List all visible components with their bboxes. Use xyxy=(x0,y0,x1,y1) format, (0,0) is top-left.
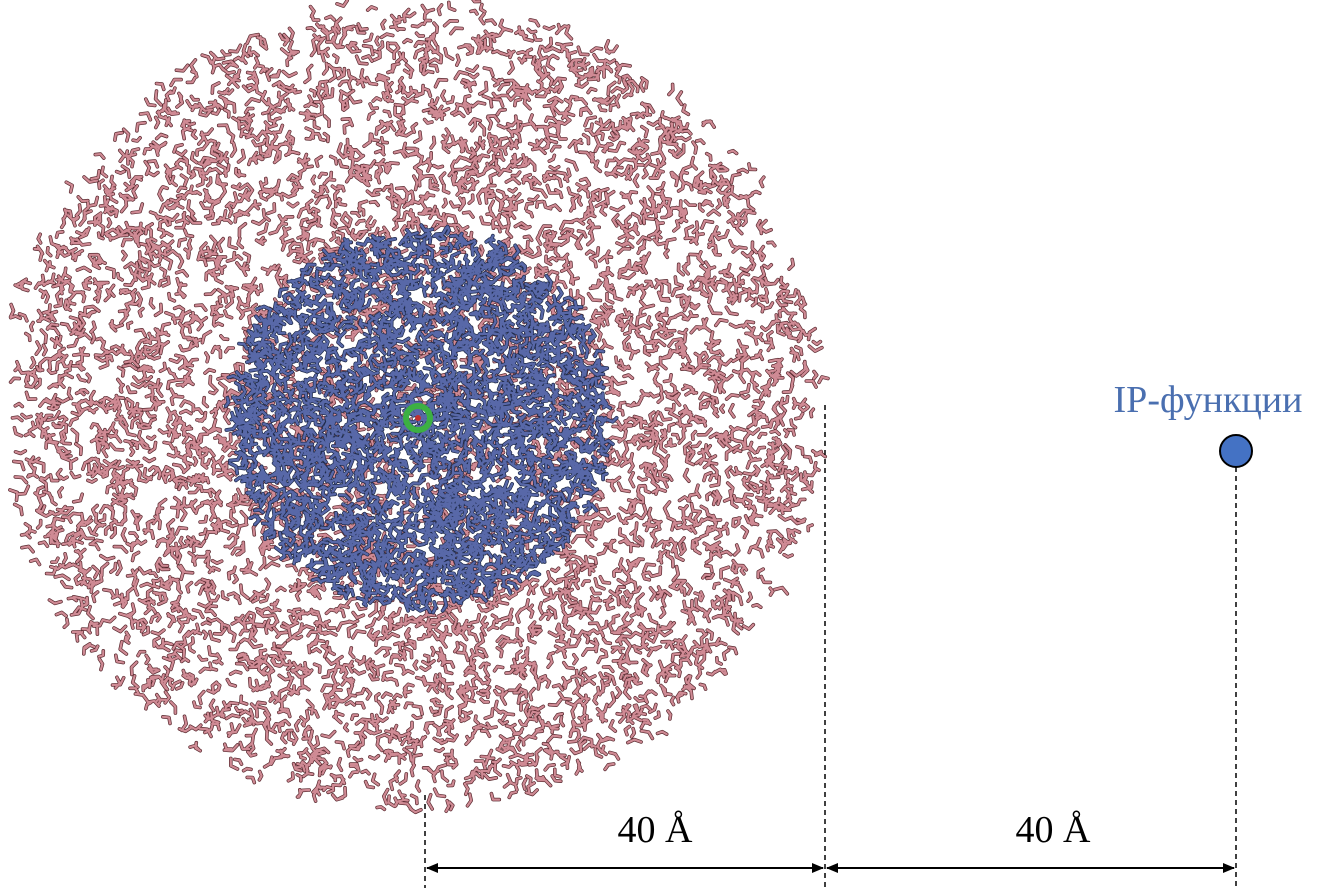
ip-functions-label: IP-функции xyxy=(1114,379,1303,421)
solute-molecule xyxy=(403,403,433,433)
solvent-cluster xyxy=(8,0,830,815)
solute-atom xyxy=(415,415,421,421)
ip-function-point xyxy=(1219,434,1253,468)
solvent-inner xyxy=(224,223,618,614)
distance-label: 40 Å xyxy=(1016,809,1092,851)
distance-label: 40 Å xyxy=(618,809,694,851)
